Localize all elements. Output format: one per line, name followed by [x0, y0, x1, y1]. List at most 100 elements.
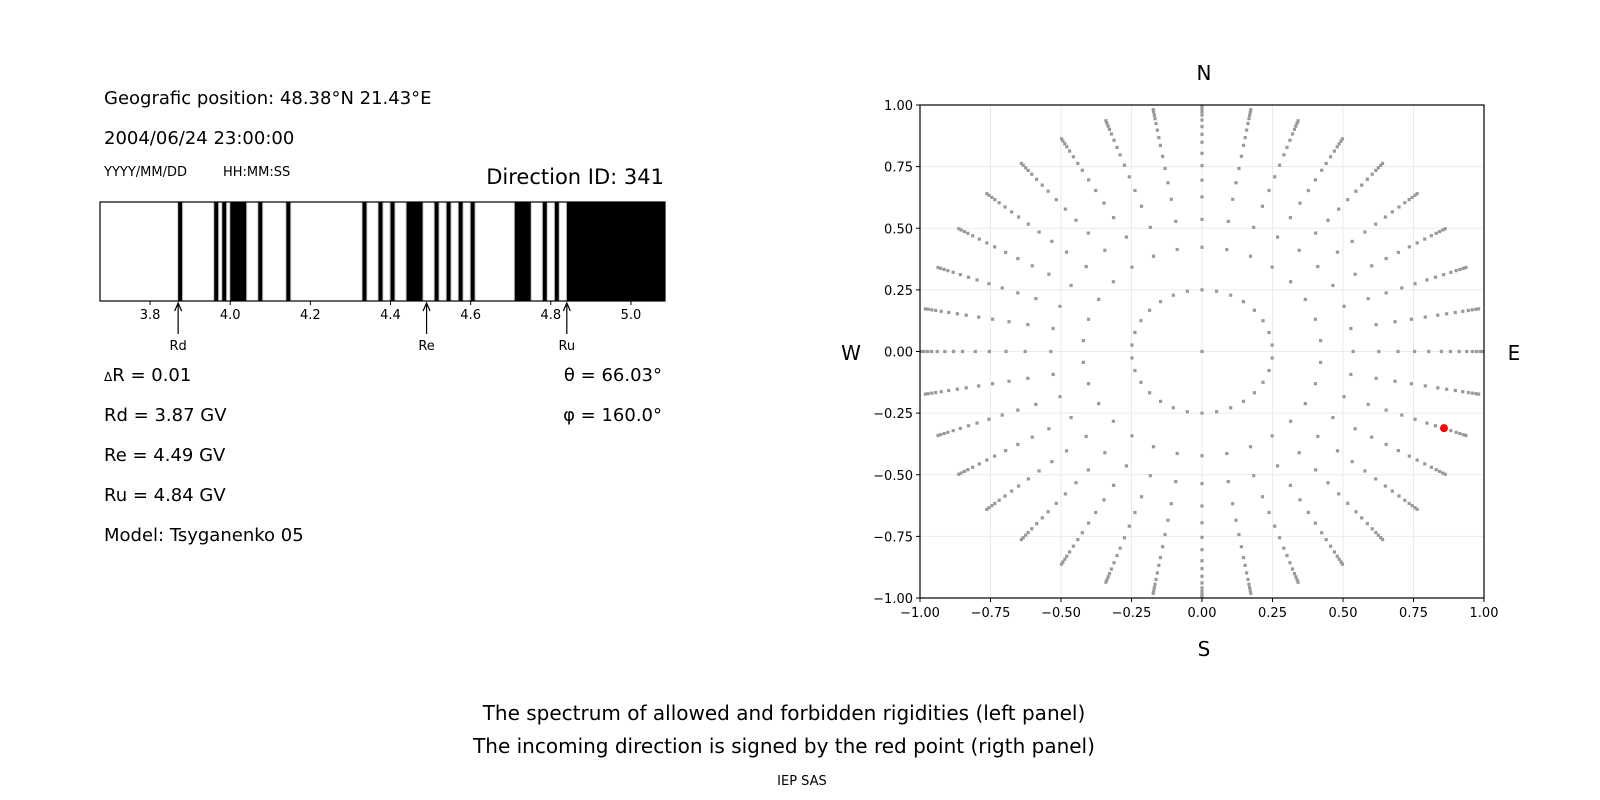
direction-point [1047, 427, 1051, 431]
x-tick-label: 0.00 [1188, 606, 1217, 621]
direction-point [1035, 522, 1039, 526]
direction-point [1163, 532, 1167, 537]
direction-point [1225, 247, 1229, 252]
direction-point [1449, 429, 1453, 433]
direction-point [1080, 168, 1084, 172]
direction-point [1481, 349, 1485, 354]
direction-point [1445, 312, 1449, 316]
direction-point [1413, 349, 1417, 354]
forbidden-band [446, 202, 451, 301]
direction-point [1337, 207, 1341, 211]
direction-point [1335, 250, 1340, 254]
direction-point [1409, 382, 1413, 386]
direction-point [1376, 533, 1380, 537]
direction-point [1339, 560, 1343, 564]
direction-point [1474, 349, 1478, 354]
direction-point [1215, 410, 1219, 414]
direction-point [1155, 128, 1159, 132]
forbidden-band [378, 202, 383, 301]
direction-point [1403, 201, 1407, 205]
direction-point [1410, 195, 1414, 199]
direction-point [1441, 228, 1445, 232]
direction-point [1158, 143, 1163, 148]
direction-point [1314, 231, 1318, 235]
direction-point [1024, 533, 1028, 537]
direction-point [959, 228, 963, 232]
direction-point [1068, 149, 1072, 153]
direction-point [1157, 136, 1161, 140]
direction-point [1313, 382, 1318, 386]
direction-point [934, 390, 938, 395]
east-label: E [1508, 341, 1521, 365]
direction-point [1200, 592, 1204, 597]
direction-point [1105, 578, 1109, 582]
direction-point [1016, 291, 1020, 295]
direction-point [1154, 577, 1158, 582]
direction-point [1040, 183, 1044, 187]
direction-point [1200, 482, 1204, 486]
direction-point [1200, 104, 1204, 108]
direction-point [1166, 181, 1170, 185]
direction-point [1294, 575, 1298, 579]
direction-point [1133, 330, 1137, 335]
direction-point [1298, 201, 1302, 205]
direction-point [1200, 125, 1204, 129]
direction-point [1415, 192, 1419, 196]
direction-point [1429, 465, 1433, 469]
y-tick-label: 0.75 [884, 161, 913, 176]
direction-point [936, 265, 940, 270]
direction-point [1290, 567, 1295, 571]
ru-value: Ru = 4.84 GV [104, 485, 226, 506]
direction-point [1423, 315, 1427, 319]
y-tick-label: 0.00 [884, 346, 913, 361]
north-label: N [1197, 61, 1212, 85]
theta-value: θ = 66.03° [564, 365, 662, 386]
direction-point [1393, 320, 1397, 324]
direction-point [1461, 266, 1465, 270]
direction-point [923, 392, 927, 396]
direction-point [1384, 442, 1388, 447]
direction-point [951, 270, 955, 274]
direction-point [958, 426, 962, 430]
direction-point [1434, 231, 1438, 235]
direction-point [1046, 189, 1050, 193]
direction-point [1019, 161, 1024, 166]
direction-point [1477, 392, 1481, 396]
direction-point [1200, 504, 1204, 508]
direction-point [1267, 510, 1271, 515]
direction-point [1004, 250, 1008, 255]
y-tick-label: 0.50 [884, 222, 913, 237]
direction-point [946, 430, 950, 434]
direction-point [1350, 460, 1354, 464]
direction-point [1443, 472, 1447, 476]
direction-point [1200, 113, 1204, 117]
direction-point [985, 241, 989, 245]
direction-point [1261, 380, 1265, 384]
arrow-head-icon [562, 301, 571, 312]
forbidden-band [406, 202, 423, 301]
direction-point [1413, 417, 1417, 421]
direction-point [1407, 245, 1411, 249]
direction-point [1243, 563, 1247, 567]
direction-point [1019, 537, 1024, 542]
direction-point [1252, 474, 1256, 478]
direction-point [1260, 495, 1265, 499]
direction-point [1171, 406, 1175, 410]
direction-point [1133, 510, 1137, 515]
direction-point [1026, 222, 1030, 226]
south-label: S [1198, 637, 1211, 661]
direction-point [1010, 489, 1014, 493]
direction-point [993, 501, 997, 506]
direction-point [1215, 289, 1219, 293]
time-format-label: HH:MM:SS [223, 165, 290, 180]
direction-point [1303, 297, 1307, 301]
direction-point [1234, 181, 1238, 185]
forbidden-band [554, 202, 559, 301]
direction-point [1313, 521, 1317, 525]
direction-point [1407, 197, 1411, 202]
direction-point [1030, 264, 1034, 268]
direction-point [1030, 435, 1034, 439]
direction-point [1086, 317, 1091, 321]
direction-point [1104, 119, 1108, 123]
direction-point [1245, 571, 1249, 575]
